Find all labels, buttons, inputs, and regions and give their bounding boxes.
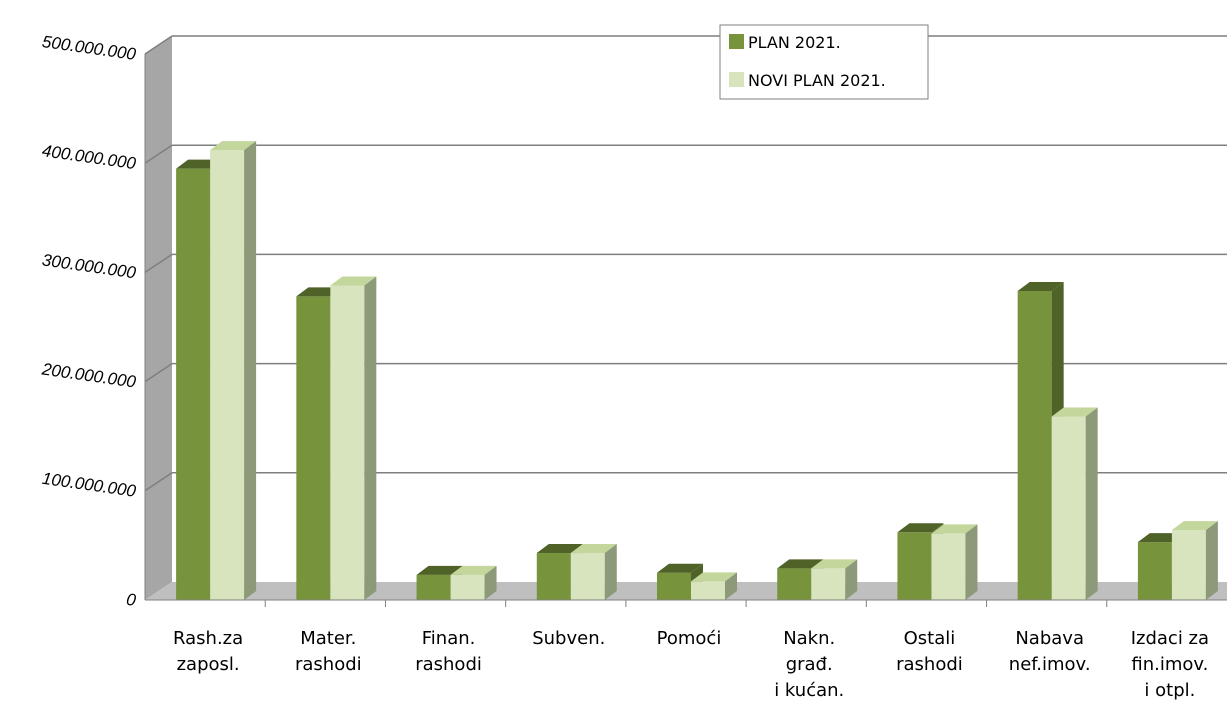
- bar-top: [897, 523, 944, 533]
- bar: [450, 565, 497, 600]
- bar-top: [416, 565, 463, 575]
- x-tick-label: Subven.: [532, 628, 605, 649]
- bar-side: [604, 544, 617, 600]
- x-tick-label: Finan. rashodi: [415, 628, 482, 675]
- bar-front: [1171, 530, 1206, 600]
- bar-top: [691, 572, 737, 582]
- y-tick-label: 200.000.000: [40, 359, 138, 391]
- bar-side: [725, 572, 737, 600]
- gridline-diag: [144, 253, 173, 274]
- bar: [570, 544, 617, 600]
- y-axis-tick-labels: 0 100.000.000 200.000.000 300.000.000 400.00…: [40, 32, 138, 610]
- bar-front: [536, 553, 571, 600]
- bar-top: [931, 524, 978, 534]
- y-tick-label: 500.000.000: [41, 32, 138, 64]
- bar: [811, 559, 858, 600]
- bar-side: [484, 565, 497, 600]
- bar-top: [570, 544, 617, 554]
- gridline-diag: [144, 35, 173, 55]
- bar-side: [845, 559, 858, 600]
- bar: [1051, 407, 1098, 600]
- bar-front: [330, 285, 365, 600]
- bar-front: [1017, 290, 1052, 600]
- bars: [176, 141, 1218, 600]
- bar-front: [450, 574, 485, 600]
- bar-top: [811, 559, 858, 569]
- bar-side: [965, 524, 978, 600]
- legend-label-plan: PLAN 2021.: [748, 33, 841, 52]
- bar-top: [1171, 521, 1218, 531]
- y-tick-label: 300.000.000: [41, 250, 138, 282]
- bar-front: [210, 150, 245, 600]
- bar: [691, 572, 737, 600]
- gridline-diag: [144, 362, 173, 383]
- bar: [931, 524, 978, 600]
- x-tick-label: Nakn. građ. i kućan.: [774, 628, 844, 701]
- y-tick-label: 0: [125, 590, 138, 610]
- bar-side: [364, 276, 377, 600]
- y-tick-label: 100.000.000: [41, 469, 138, 501]
- legend-box: [719, 24, 929, 100]
- bar-front: [296, 296, 331, 600]
- bar-top: [777, 559, 824, 569]
- x-tick-label: Mater. rashodi: [295, 628, 362, 675]
- bar-side: [244, 141, 257, 600]
- bar: [1171, 521, 1218, 600]
- bar-top: [210, 141, 257, 151]
- bar-top: [1051, 407, 1098, 417]
- bar-front: [416, 574, 451, 600]
- bar: [210, 141, 257, 600]
- bar-top: [657, 563, 703, 573]
- bar-front: [570, 553, 605, 600]
- bar-front: [1051, 416, 1086, 600]
- bar-top: [536, 544, 583, 554]
- bar-front: [1137, 542, 1172, 600]
- bar: [330, 276, 377, 600]
- x-tick-label: Rash.za zaposl.: [173, 628, 243, 675]
- bar-front: [691, 581, 725, 600]
- x-axis: Rash.za zaposl. Mater. rashodi Finan. rashodi…: [144, 54, 1227, 701]
- bar: [777, 559, 824, 600]
- x-tick-label: Ostali rashodi: [896, 628, 963, 675]
- bar-front: [176, 168, 211, 600]
- bar-top: [1017, 281, 1064, 291]
- gridline-diag: [144, 472, 173, 492]
- gridline-diag: [144, 144, 173, 164]
- legend-swatch-novi-plan: [729, 72, 744, 87]
- bar-front: [897, 532, 932, 600]
- x-tick-label: Nabava nef.imov.: [1009, 628, 1091, 675]
- x-tick-label: Izdaci za fin.imov. i otpl.: [1131, 628, 1209, 701]
- bar-top: [450, 565, 497, 575]
- bar-front: [777, 568, 812, 600]
- bar-side: [1085, 407, 1098, 600]
- legend-label-novi-plan: NOVI PLAN 2021.: [748, 71, 886, 90]
- legend: PLAN 2021. NOVI PLAN 2021.: [719, 24, 929, 100]
- bar-top: [330, 276, 377, 286]
- legend-swatch-plan: [729, 34, 744, 49]
- y-tick-label: 400.000.000: [41, 141, 138, 173]
- bar-front: [931, 533, 966, 600]
- side-wall: [145, 36, 172, 600]
- bar-front: [657, 572, 691, 600]
- bar-side: [1205, 521, 1218, 600]
- x-tick-label: Pomoći: [657, 628, 722, 649]
- bar-front: [811, 568, 846, 600]
